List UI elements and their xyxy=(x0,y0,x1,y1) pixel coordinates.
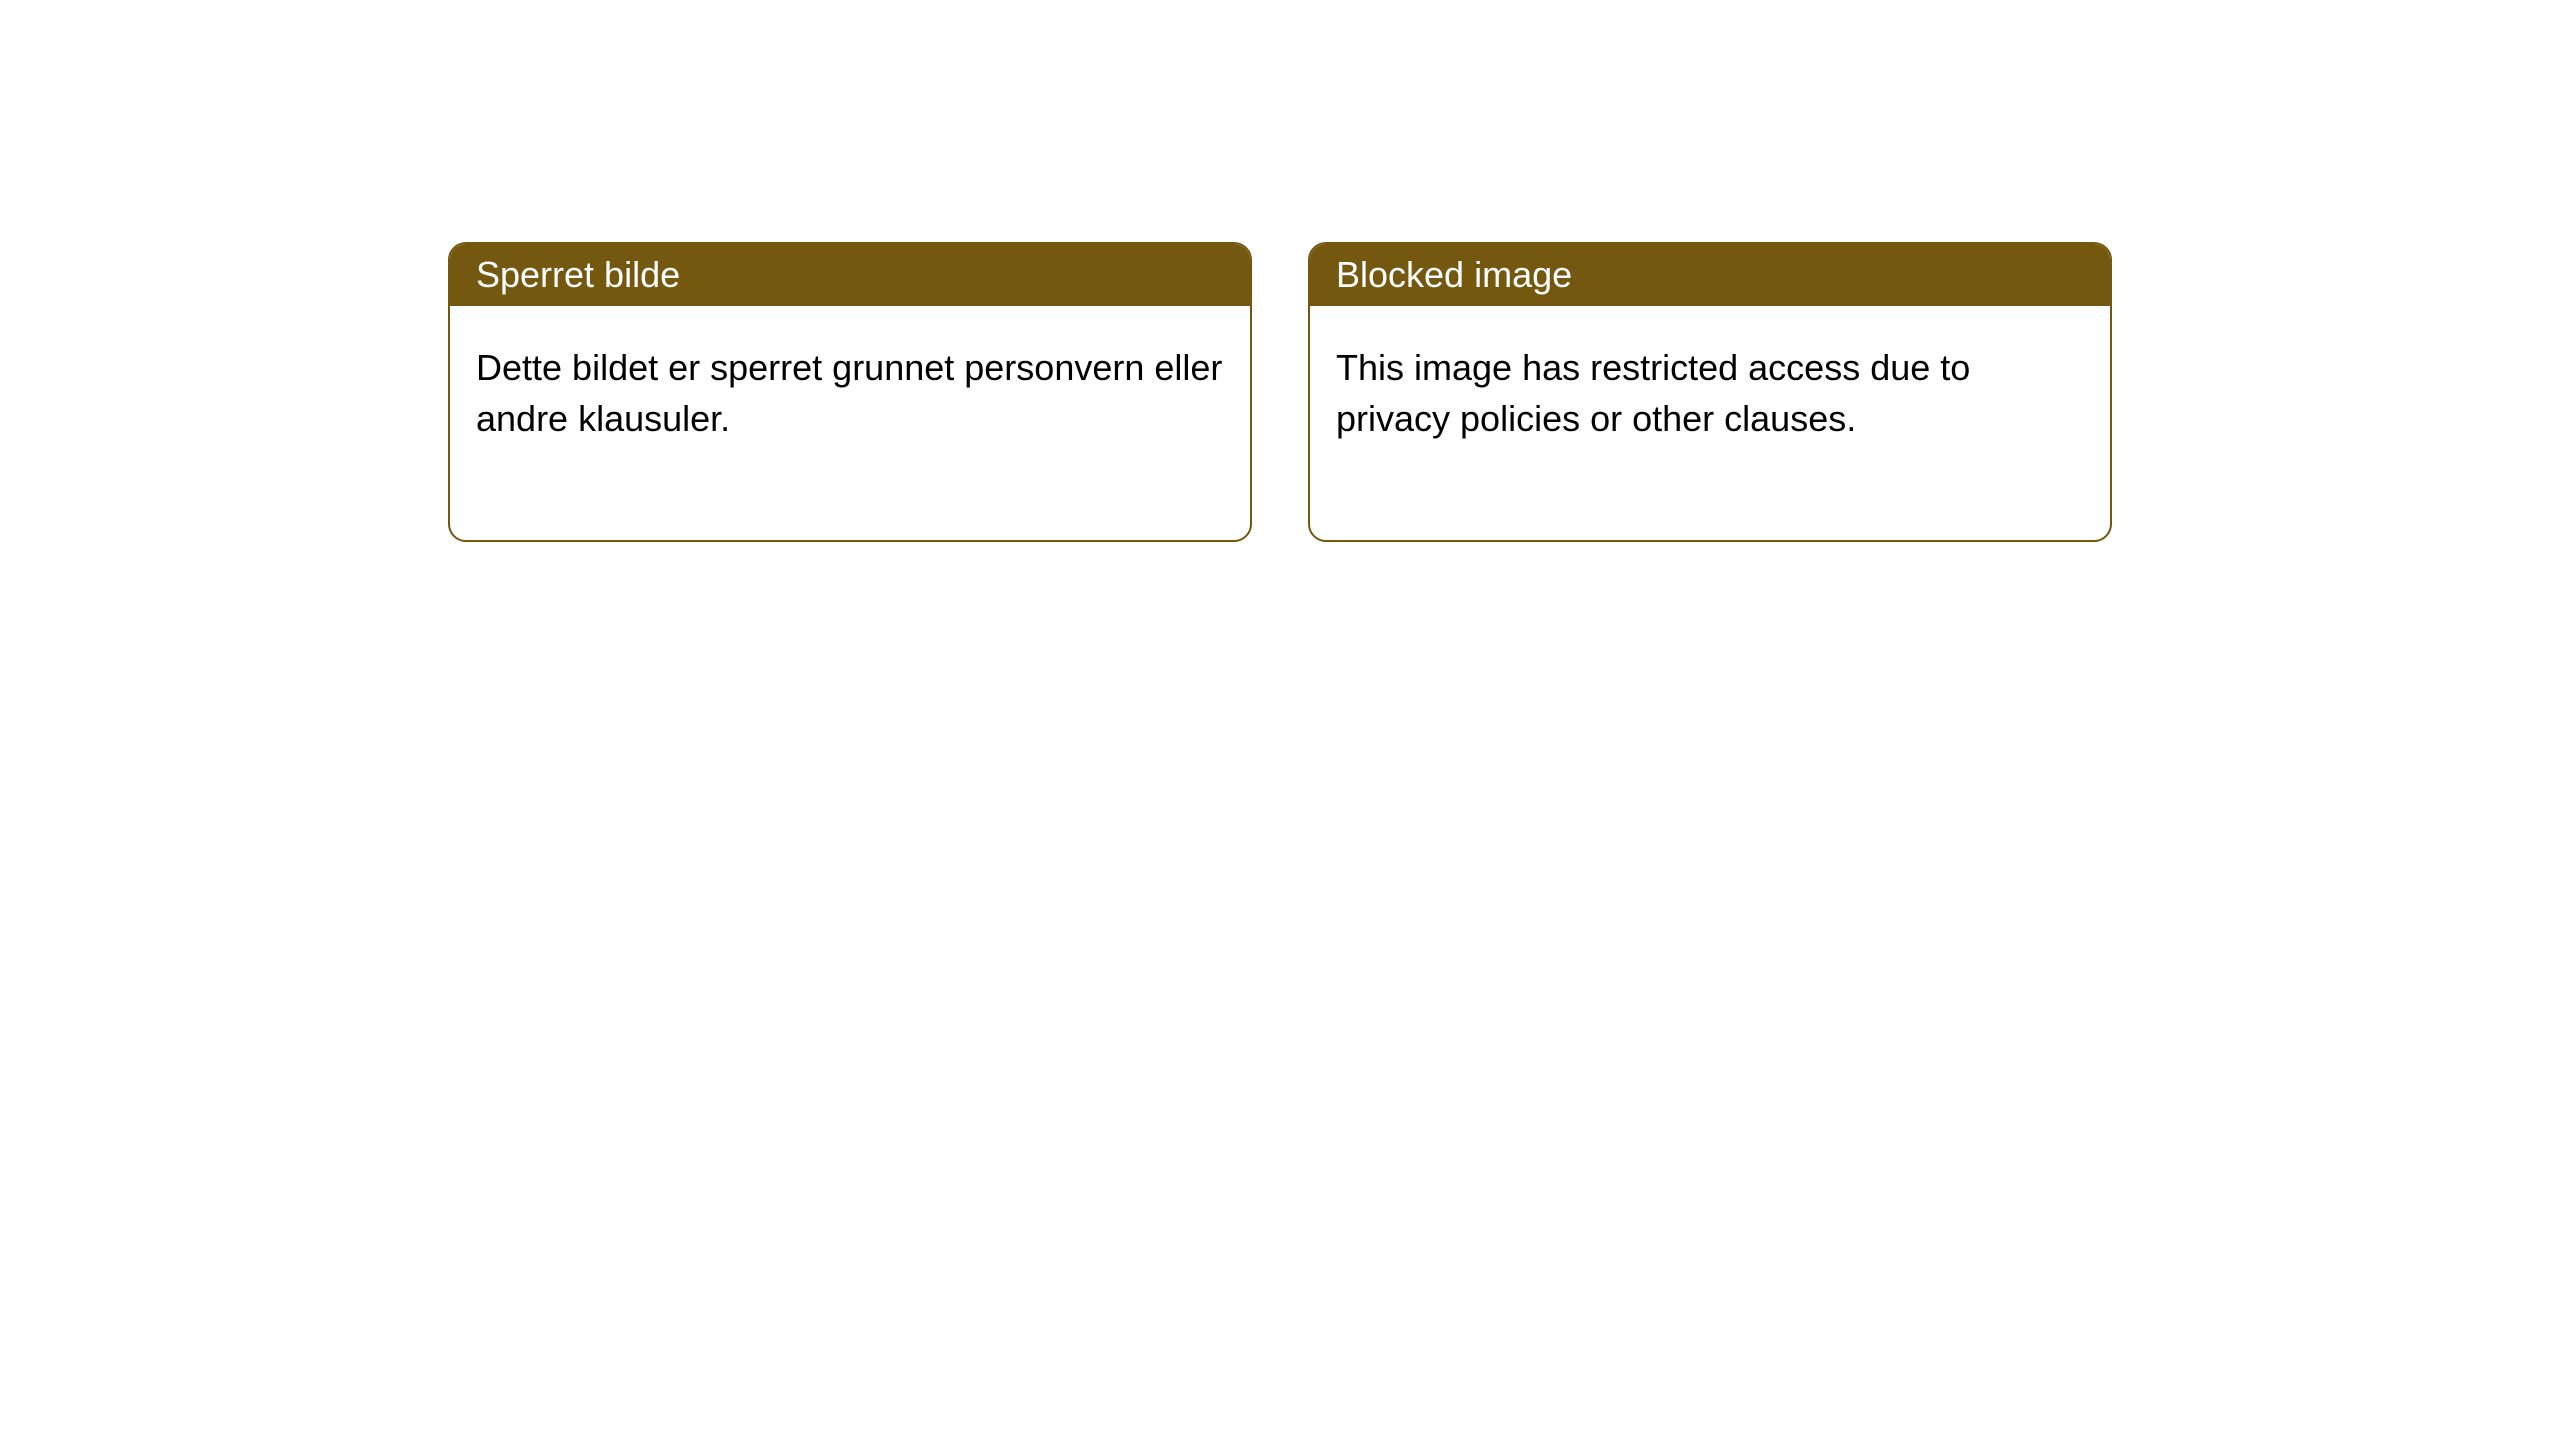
notice-body: This image has restricted access due to … xyxy=(1310,306,2110,540)
notice-title: Sperret bilde xyxy=(450,244,1250,306)
notice-container: Sperret bilde Dette bildet er sperret gr… xyxy=(0,0,2560,542)
notice-card-english: Blocked image This image has restricted … xyxy=(1308,242,2112,542)
notice-title: Blocked image xyxy=(1310,244,2110,306)
notice-card-norwegian: Sperret bilde Dette bildet er sperret gr… xyxy=(448,242,1252,542)
notice-body: Dette bildet er sperret grunnet personve… xyxy=(450,306,1250,540)
